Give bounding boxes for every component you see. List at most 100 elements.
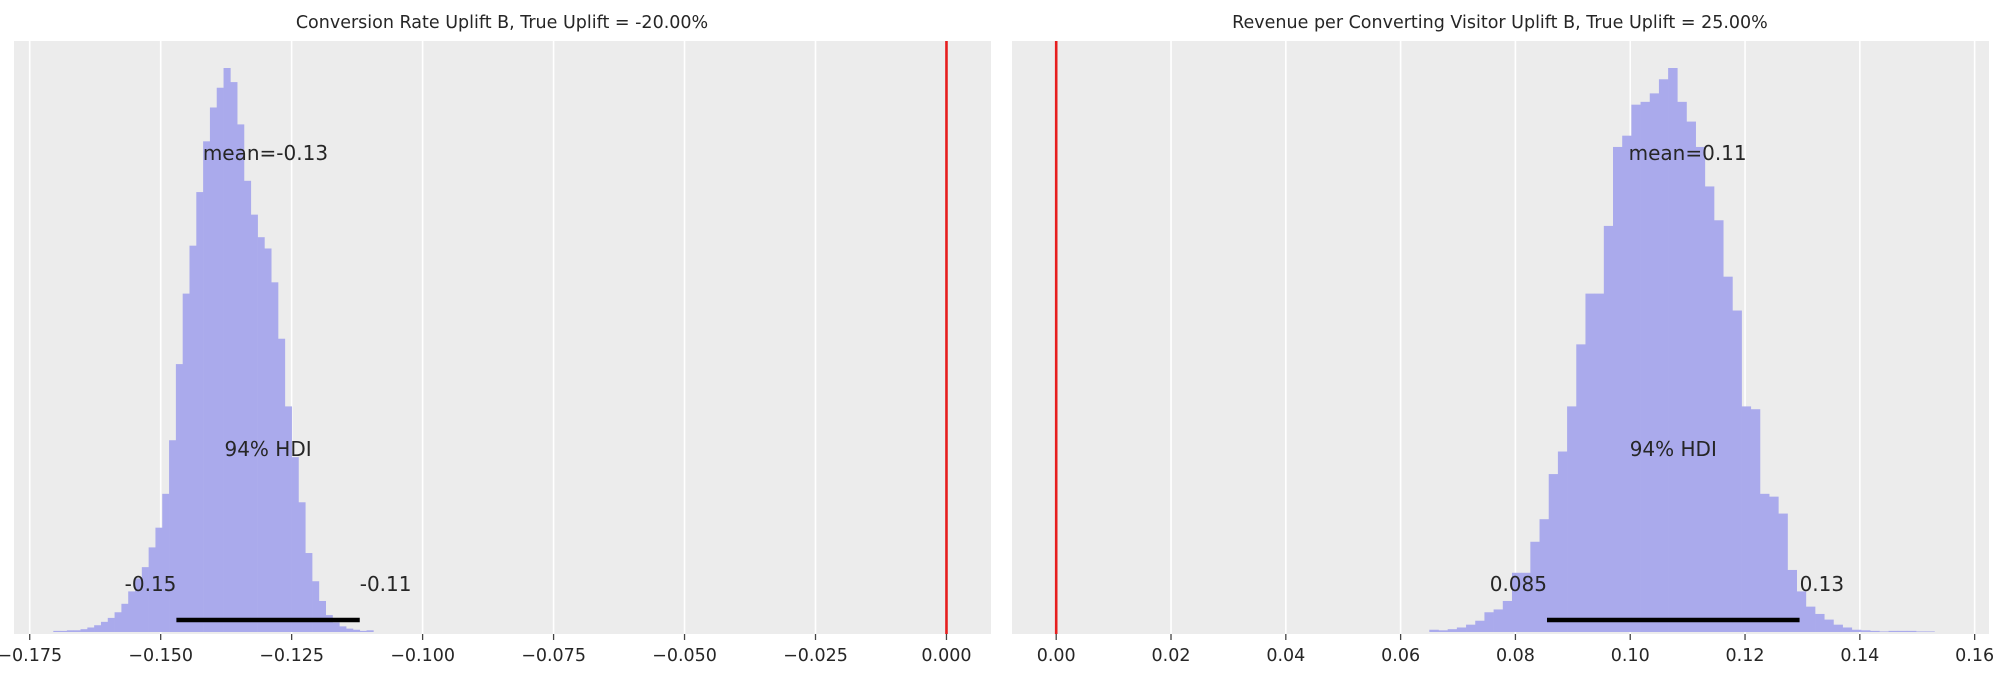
histogram-bin <box>1750 409 1761 632</box>
histogram-bin <box>1429 629 1439 632</box>
histogram-bin <box>1511 572 1522 632</box>
histogram-bin <box>1594 293 1605 632</box>
histogram-bin <box>1548 474 1559 632</box>
mean-label: mean=-0.13 <box>203 141 328 165</box>
histogram-bin <box>155 527 163 632</box>
histogram-bin <box>1585 293 1595 632</box>
histogram-bin <box>114 612 122 632</box>
histogram-bin <box>148 547 156 632</box>
histogram-bin <box>1613 146 1623 632</box>
x-tick-label: 0.10 <box>1611 646 1650 666</box>
histogram-bin <box>237 124 245 633</box>
histogram-bin <box>203 141 211 632</box>
x-tick-label: −0.175 <box>0 646 62 666</box>
x-tick-label: 0.14 <box>1840 646 1879 666</box>
x-tick-label: 0.08 <box>1496 646 1535 666</box>
histogram-bin <box>1539 519 1550 632</box>
chart-title: Revenue per Converting Visitor Uplift B,… <box>1232 13 1768 33</box>
hdi-high-label: 0.13 <box>1800 572 1845 596</box>
histogram-bin <box>1649 93 1660 632</box>
histogram-bin <box>1925 631 1935 632</box>
x-tick-label: 0.00 <box>1037 646 1076 666</box>
histogram-bin <box>359 630 367 632</box>
axes-background <box>1012 41 1989 634</box>
hdi-label: 94% HDI <box>224 437 311 461</box>
histogram-bin <box>1576 344 1586 632</box>
histogram-bin <box>53 630 61 632</box>
histogram-bin <box>1438 630 1448 632</box>
hdi-low-label: -0.15 <box>125 572 177 596</box>
histogram-bin <box>230 82 238 633</box>
histogram-bin <box>243 180 252 633</box>
hdi-label: 94% HDI <box>1630 437 1717 461</box>
histogram-bin <box>1677 101 1687 633</box>
panel-1: Conversion Rate Uplift B, True Uplift = … <box>0 13 991 666</box>
histogram-bin <box>1704 186 1715 632</box>
histogram-bin <box>1502 600 1513 632</box>
x-tick-label: −0.150 <box>128 646 193 666</box>
x-tick-label: −0.125 <box>259 646 324 666</box>
histogram-bin <box>1916 631 1926 632</box>
histogram-bin <box>94 625 102 632</box>
histogram-bin <box>1787 569 1797 632</box>
x-tick-label: 0.12 <box>1726 646 1765 666</box>
histogram-bin <box>1815 613 1825 632</box>
histogram-bin <box>80 629 88 632</box>
histogram-bin <box>1732 310 1742 632</box>
histogram-bin <box>1640 101 1651 633</box>
histogram-bin <box>121 603 129 632</box>
histogram-bin <box>1622 135 1632 632</box>
histogram-bin <box>1714 220 1724 632</box>
histogram-bin <box>1824 619 1834 632</box>
histogram-bin <box>346 628 354 632</box>
histogram-bin <box>1695 146 1706 632</box>
histogram-bin <box>1686 121 1696 632</box>
x-tick-label: −0.050 <box>652 646 717 666</box>
histogram-bin <box>1888 630 1899 632</box>
histogram-bin <box>107 617 115 632</box>
histogram-bin <box>135 578 143 632</box>
histogram-bin <box>1668 68 1678 632</box>
histogram-bin <box>291 457 299 632</box>
histogram-bin <box>1484 612 1494 632</box>
histogram-bin <box>1631 104 1641 632</box>
histogram-bin <box>318 600 326 632</box>
histogram-bin <box>264 248 272 633</box>
histogram-bin <box>209 107 218 633</box>
histogram-bin <box>1530 541 1540 632</box>
histogram-bin <box>1879 631 1889 632</box>
histogram-bin <box>1860 630 1871 632</box>
histogram-bin <box>223 68 231 632</box>
x-tick-label: 0.000 <box>921 646 971 666</box>
histogram-bin <box>257 237 265 632</box>
histogram-bin <box>162 493 170 632</box>
histogram-bin <box>1557 451 1568 632</box>
histogram-bin <box>169 440 177 632</box>
histogram-bin <box>339 626 347 632</box>
histogram-bin <box>1521 572 1531 632</box>
histogram-bin <box>1658 79 1669 632</box>
histogram-bin <box>1778 513 1788 632</box>
histogram-bin <box>352 629 361 632</box>
x-tick-label: 0.16 <box>1955 646 1994 666</box>
hdi-low-label: 0.085 <box>1490 572 1547 596</box>
histogram-bin <box>1759 493 1770 632</box>
histogram-bin <box>325 615 333 632</box>
histogram-bin <box>1796 591 1807 632</box>
histogram-bin <box>100 621 109 632</box>
histogram-bin <box>1603 225 1614 633</box>
histogram-bin <box>1475 620 1485 632</box>
histogram-bin <box>366 630 374 632</box>
histogram-bin <box>196 192 204 632</box>
mean-label: mean=0.11 <box>1629 141 1747 165</box>
histogram-bin <box>216 87 224 633</box>
histogram-bin <box>298 502 306 632</box>
histogram-bin <box>175 364 183 632</box>
histogram-bin <box>1897 630 1908 632</box>
histogram-bin <box>1723 276 1733 632</box>
histogram-bin <box>1870 630 1880 632</box>
x-tick-label: −0.075 <box>521 646 586 666</box>
hdi-high-label: -0.11 <box>360 572 412 596</box>
